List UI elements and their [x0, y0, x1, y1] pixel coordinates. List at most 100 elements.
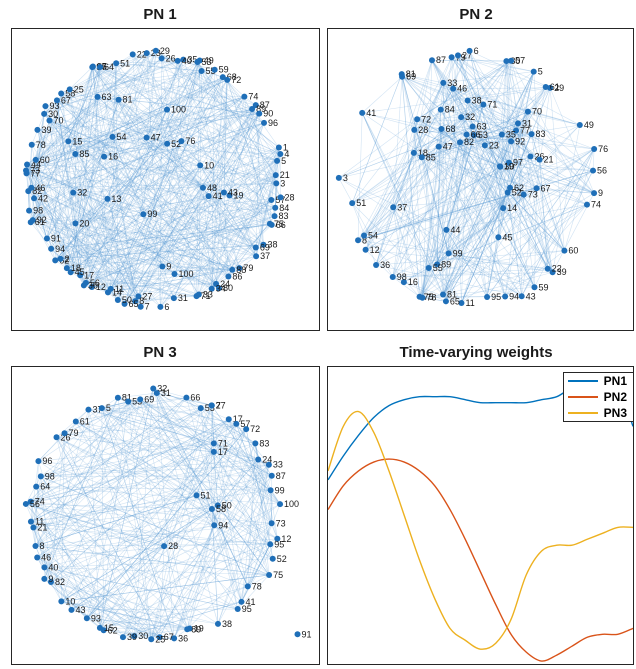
node-label: 67 — [164, 632, 174, 642]
edge — [61, 428, 247, 602]
edge — [499, 166, 504, 209]
edge — [457, 55, 546, 88]
edge — [413, 152, 501, 168]
edge — [352, 162, 510, 204]
edge — [140, 76, 224, 307]
edge — [422, 50, 470, 298]
node — [503, 58, 510, 65]
edge — [401, 76, 441, 110]
edge — [26, 96, 245, 165]
edge — [510, 60, 588, 205]
edge — [211, 153, 281, 289]
edge — [61, 508, 213, 602]
edge — [44, 567, 160, 638]
edge — [32, 76, 223, 221]
node-label: 99 — [275, 485, 285, 495]
panel-pn2: PN 2 9 89 74 26 62 73 70 60 30 39 22 59 21 43 82 94 95 52… — [316, 0, 636, 334]
edge — [50, 545, 165, 583]
node-label: 67 — [61, 95, 71, 105]
node — [211, 522, 218, 529]
edge — [162, 266, 233, 271]
edge — [26, 52, 147, 174]
node — [32, 156, 39, 163]
edge — [228, 419, 278, 539]
edge — [461, 134, 532, 304]
edge — [86, 617, 190, 629]
edge — [91, 61, 198, 288]
chart-title: PN 2 — [459, 6, 493, 23]
edge — [236, 423, 272, 524]
edge — [91, 109, 168, 288]
edge — [151, 475, 272, 640]
edge — [25, 108, 253, 171]
edge — [49, 120, 275, 217]
edge — [85, 109, 168, 283]
edge — [36, 557, 62, 602]
edge — [25, 503, 135, 637]
edge — [530, 156, 565, 251]
node — [591, 145, 598, 152]
edge — [28, 96, 98, 192]
edge — [509, 187, 595, 194]
node-label: 35 — [506, 129, 516, 139]
edge — [198, 105, 257, 295]
node-label: 18 — [418, 148, 428, 158]
edge — [44, 558, 273, 568]
node-label: 64 — [40, 482, 50, 492]
edge — [421, 156, 508, 193]
edge — [30, 221, 240, 269]
node-label: 55 — [205, 403, 215, 413]
node-label: 100 — [178, 269, 193, 279]
node — [255, 456, 262, 463]
edge — [196, 79, 228, 297]
edge — [255, 153, 281, 257]
edge — [499, 166, 565, 251]
node-label: 51 — [201, 490, 211, 500]
edge — [33, 198, 141, 307]
edge — [181, 76, 224, 142]
node-label: 55 — [206, 66, 216, 76]
node-label: 95 — [274, 539, 284, 549]
node — [267, 487, 274, 494]
node-label: 33 — [273, 460, 283, 470]
edge — [101, 407, 165, 547]
edge — [549, 87, 565, 251]
edge — [150, 508, 213, 640]
edge — [197, 61, 276, 176]
node-label: 2 — [65, 254, 70, 264]
edge — [422, 88, 454, 298]
edge — [26, 52, 147, 165]
edge — [35, 545, 270, 576]
edge — [28, 191, 30, 211]
edge — [50, 581, 160, 638]
edge — [459, 123, 519, 143]
edge — [30, 464, 269, 502]
edge — [30, 421, 77, 522]
node-label: 14 — [507, 203, 517, 213]
edge — [442, 82, 488, 298]
edge — [417, 104, 484, 120]
edge — [88, 397, 187, 410]
edge — [56, 100, 139, 297]
node — [77, 272, 84, 279]
node — [399, 73, 406, 80]
node-label: 91 — [51, 233, 61, 243]
node — [464, 97, 471, 104]
chart-title: PN 3 — [143, 344, 177, 361]
edge — [155, 50, 281, 155]
edge — [71, 609, 160, 638]
edge — [401, 73, 444, 84]
edge — [211, 508, 278, 540]
edge — [160, 195, 209, 308]
edge — [31, 106, 46, 188]
edge — [442, 82, 449, 254]
node — [268, 520, 275, 527]
edge — [26, 164, 233, 271]
node-label: 35 — [187, 55, 197, 65]
edge — [79, 109, 168, 276]
edge — [173, 105, 257, 299]
edge — [38, 433, 65, 462]
edge — [338, 126, 473, 179]
edge — [442, 156, 531, 295]
edge — [44, 113, 201, 166]
